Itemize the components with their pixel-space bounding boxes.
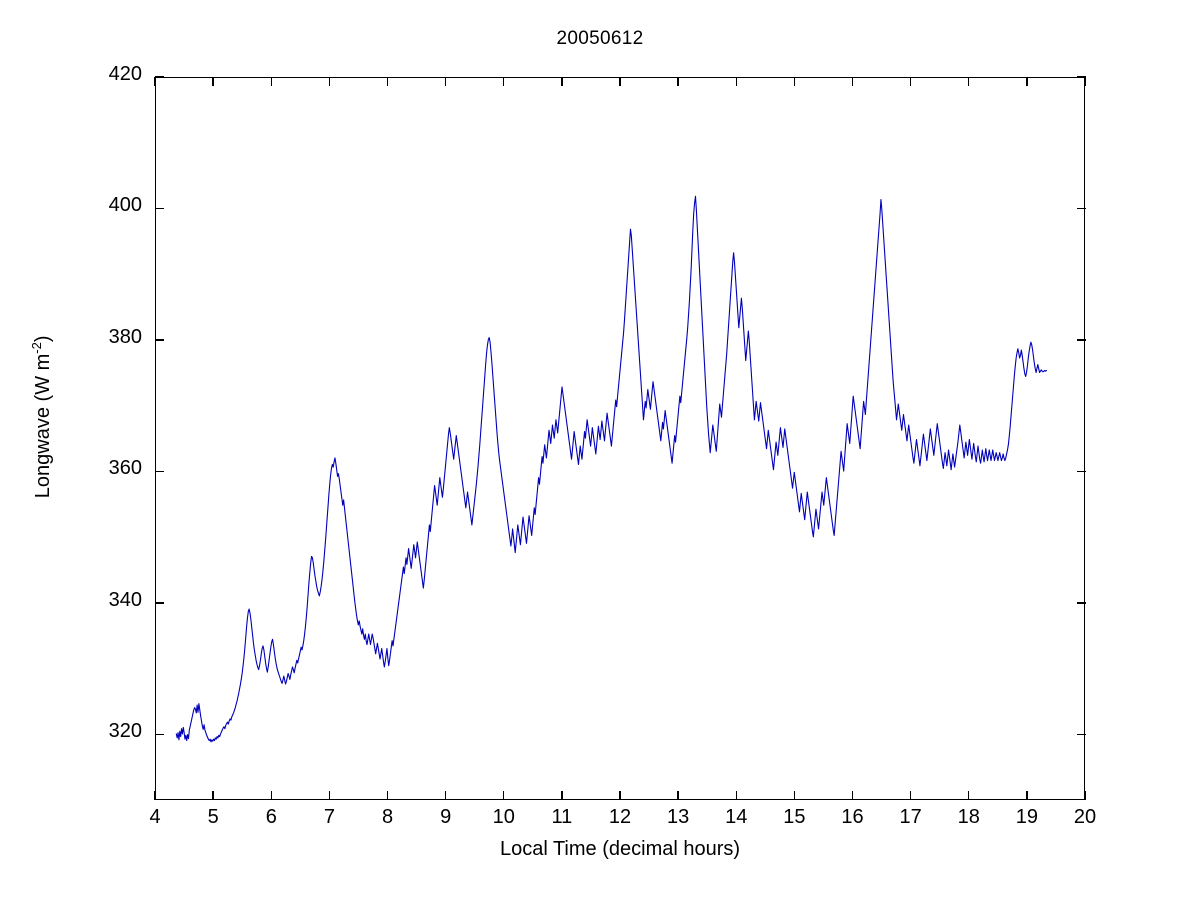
y-tick-mark xyxy=(155,339,164,341)
y-tick-label: 320 xyxy=(108,720,142,743)
x-tick-mark-top xyxy=(619,77,621,86)
x-tick-mark xyxy=(793,791,796,800)
y-tick-label: 340 xyxy=(108,588,142,611)
y-axis-label: Longwave (W m-2) xyxy=(29,335,54,499)
chart-title: 20050612 xyxy=(556,28,644,49)
x-tick-mark xyxy=(270,791,272,800)
x-tick-mark-top xyxy=(212,77,214,86)
x-tick-mark-top xyxy=(735,77,737,86)
plot-area xyxy=(155,77,1085,800)
y-tick-mark-right xyxy=(1077,470,1086,473)
x-tick-mark xyxy=(851,791,854,800)
line-plot-svg xyxy=(175,195,1048,743)
x-tick-label: 16 xyxy=(841,806,864,828)
x-tick-mark xyxy=(154,791,156,800)
x-tick-mark-top xyxy=(154,77,156,86)
x-tick-mark xyxy=(503,791,505,800)
x-tick-label: 5 xyxy=(207,806,219,828)
x-tick-mark xyxy=(677,791,679,800)
x-tick-mark-top xyxy=(1084,77,1086,86)
x-tick-mark-top xyxy=(561,77,563,86)
x-tick-mark xyxy=(1084,791,1086,800)
x-tick-mark-top xyxy=(328,77,331,86)
y-tick-label: 380 xyxy=(108,325,142,348)
x-tick-mark-top xyxy=(386,77,389,86)
y-tick-mark xyxy=(155,76,164,78)
x-tick-label: 6 xyxy=(265,806,277,828)
x-tick-mark-top xyxy=(503,77,505,86)
x-tick-label: 4 xyxy=(149,806,161,828)
x-tick-label: 8 xyxy=(381,806,394,828)
x-tick-mark xyxy=(1026,791,1028,800)
x-tick-label: 10 xyxy=(492,806,515,828)
x-axis-label: Local Time (decimal hours) xyxy=(499,838,741,860)
x-tick-mark xyxy=(444,791,447,800)
y-tick-label: 420 xyxy=(108,63,142,85)
x-tick-mark xyxy=(968,791,970,800)
x-tick-mark-top xyxy=(968,77,970,86)
y-tick-mark xyxy=(155,602,164,604)
x-tick-label: 11 xyxy=(551,806,573,828)
x-tick-label: 19 xyxy=(1015,806,1038,828)
y-tick-label: 360 xyxy=(108,457,142,480)
x-tick-mark-top xyxy=(909,77,912,86)
x-tick-label: 13 xyxy=(667,806,690,828)
y-tick-mark-right xyxy=(1077,207,1086,210)
x-tick-label: 12 xyxy=(608,806,632,828)
x-tick-mark-top xyxy=(793,77,796,86)
y-tick-mark xyxy=(155,470,164,473)
x-tick-mark xyxy=(212,791,214,800)
x-tick-mark-top xyxy=(851,77,854,86)
x-tick-label: 17 xyxy=(899,806,922,828)
x-tick-mark xyxy=(386,791,389,800)
y-tick-label: 400 xyxy=(108,194,142,217)
y-tick-mark-right xyxy=(1077,76,1086,78)
x-tick-label: 7 xyxy=(323,806,335,828)
y-tick-mark-right xyxy=(1077,602,1086,604)
y-tick-mark-right xyxy=(1077,339,1086,341)
longwave-data-line xyxy=(175,195,1048,743)
x-tick-mark xyxy=(735,791,737,800)
x-tick-mark xyxy=(619,791,621,800)
y-tick-mark-right xyxy=(1077,733,1086,735)
x-tick-mark-top xyxy=(270,77,272,86)
x-tick-mark xyxy=(328,791,331,800)
x-tick-label: 18 xyxy=(957,806,980,828)
x-tick-mark xyxy=(561,791,563,800)
y-tick-mark xyxy=(155,733,164,735)
x-tick-mark-top xyxy=(1026,77,1028,86)
x-tick-label: 20 xyxy=(1073,806,1097,828)
x-tick-mark-top xyxy=(677,77,679,86)
x-tick-mark-top xyxy=(444,77,447,86)
x-tick-label: 15 xyxy=(783,806,806,828)
y-tick-mark xyxy=(155,207,164,210)
x-tick-mark xyxy=(909,791,912,800)
x-tick-label: 14 xyxy=(725,806,748,828)
x-tick-label: 9 xyxy=(440,806,452,828)
